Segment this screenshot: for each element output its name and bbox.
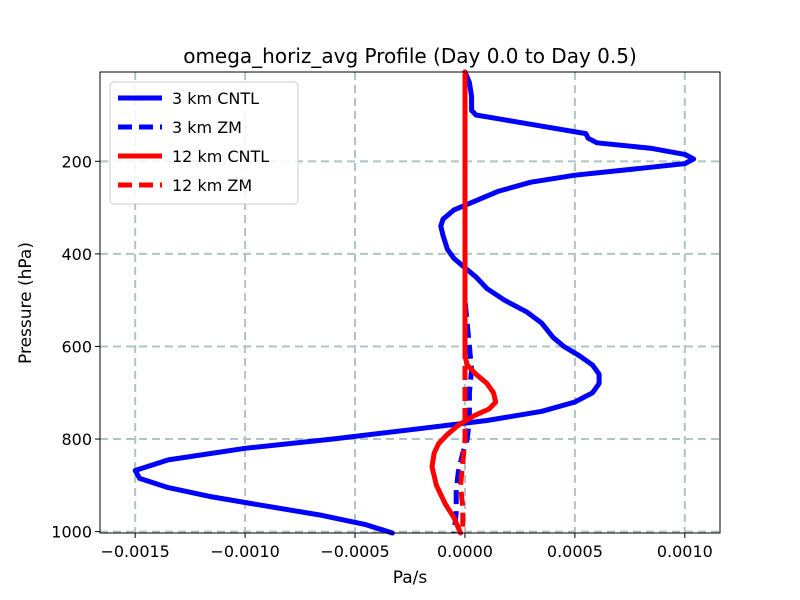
x-tick-label: −0.0010 — [210, 542, 279, 561]
series-layer — [132, 69, 697, 536]
y-axis: 200 400 600 800 1000 — [51, 152, 100, 542]
legend-label: 12 km ZM — [172, 176, 252, 195]
x-tick-label: −0.0015 — [100, 542, 169, 561]
legend-label: 12 km CNTL — [172, 147, 269, 166]
x-tick-label: 0.0010 — [657, 542, 713, 561]
x-axis-label: Pa/s — [393, 568, 428, 588]
legend-box — [109, 81, 299, 205]
x-tick-label: 0.0000 — [437, 542, 493, 561]
series-line-12-km-zm — [458, 72, 468, 533]
y-tick-label: 600 — [61, 337, 92, 356]
plot-frame — [99, 71, 721, 534]
x-axis: −0.0015 −0.0010 −0.0005 0.0000 0.0005 0.0010 — [100, 533, 713, 561]
y-axis-label: Pressure (hPa) — [16, 242, 36, 364]
y-tick-label: 1000 — [51, 523, 92, 542]
legend-label: 3 km ZM — [172, 118, 242, 137]
chart-title: omega_horiz_avg Profile (Day 0.0 to Day … — [183, 44, 637, 68]
series-line-3-km-cntl — [132, 69, 697, 536]
y-tick-label: 400 — [61, 245, 92, 264]
y-tick-label: 800 — [61, 430, 92, 449]
legend-label: 3 km CNTL — [172, 89, 259, 108]
x-tick-label: −0.0005 — [320, 542, 389, 561]
legend: 3 km CNTL 3 km ZM 12 km CNTL 12 km ZM — [109, 81, 299, 205]
y-tick-label: 200 — [61, 152, 92, 171]
x-tick-label: 0.0005 — [547, 542, 603, 561]
